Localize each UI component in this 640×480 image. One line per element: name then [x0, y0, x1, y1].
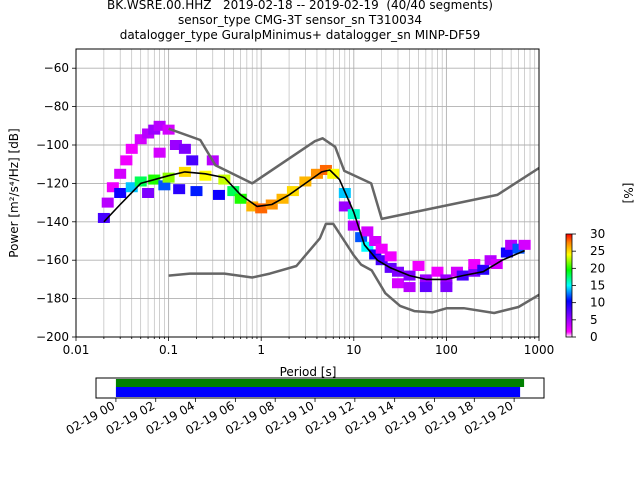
- coverage-bars: [115, 379, 525, 397]
- density-cell: [369, 249, 382, 260]
- y-tick-label: −180: [36, 292, 69, 306]
- noise-models: [168, 127, 539, 315]
- density-cell: [431, 266, 444, 277]
- title-line-2: sensor_type CMG-3T sensor_sn T310034: [177, 13, 423, 27]
- density-cell: [403, 282, 416, 293]
- density-cell: [419, 282, 432, 293]
- density-cell: [199, 170, 212, 181]
- y-tick-label: −100: [36, 138, 69, 152]
- x-tick-label: 10: [346, 343, 361, 357]
- density-cell: [101, 197, 114, 208]
- x-tick-label: 100: [435, 343, 458, 357]
- density-cell: [484, 255, 497, 266]
- colorbar-tick-label: 20: [590, 261, 605, 275]
- colorbar-tick-label: 5: [590, 313, 598, 327]
- density-cell: [114, 188, 127, 198]
- x-tick-label: 1: [257, 343, 265, 357]
- density-cell: [234, 193, 247, 204]
- density-cell: [440, 282, 453, 293]
- title-line-1: BK.WSRE.00.HHZ 2019-02-18 -- 2019-02-19 …: [107, 0, 493, 12]
- mean-curve: [103, 169, 526, 281]
- noise-model-low: [168, 222, 539, 315]
- density-cell: [518, 239, 531, 250]
- density-cell: [173, 184, 186, 195]
- density-cell: [375, 255, 388, 266]
- colorbar-label: [%]: [621, 183, 635, 204]
- density-cell: [505, 239, 518, 250]
- plot-frame: [75, 48, 540, 338]
- density-cell: [153, 120, 166, 131]
- y-tick-label: −60: [44, 61, 69, 75]
- y-axis: −200 −180 −160 −140 −120 −100 −80 −60: [36, 61, 76, 344]
- density-cell: [338, 201, 351, 212]
- x-tick-label: 1000: [524, 343, 555, 357]
- x-axis: 0.01 0.1 1 10 100 1000: [63, 337, 555, 357]
- density-cell: [125, 143, 138, 154]
- density-cell: [162, 172, 175, 183]
- density-cell: [169, 140, 182, 150]
- density-cell: [310, 168, 323, 179]
- density-cell: [212, 189, 225, 200]
- colorbar-ticks: 0 5 10 15 20 25 30: [572, 227, 605, 344]
- density-cell: [512, 243, 525, 254]
- colorbar: [565, 233, 573, 338]
- density-cell: [218, 174, 231, 185]
- density-cell: [384, 251, 397, 262]
- y-tick-label: −200: [36, 330, 69, 344]
- x-tick-label: 0.01: [63, 343, 90, 357]
- density-cell: [361, 226, 374, 237]
- density-cell: [361, 241, 374, 252]
- density-cell: [142, 128, 155, 139]
- density-cells: [97, 120, 531, 293]
- coverage-bar-blue: [115, 387, 521, 397]
- y-tick-label: −80: [44, 100, 69, 114]
- density-cell: [153, 147, 166, 158]
- density-cell: [412, 260, 425, 271]
- density-cell: [97, 212, 110, 223]
- coverage-bar-green: [115, 379, 525, 387]
- colorbar-tick-label: 10: [590, 296, 605, 310]
- x-axis-label: Period [s]: [280, 365, 337, 379]
- colorbar-tick-label: 0: [590, 330, 598, 344]
- density-cell: [190, 186, 203, 197]
- density-cell: [477, 264, 490, 275]
- density-cell: [468, 266, 481, 277]
- colorbar-tick-label: 30: [590, 227, 605, 241]
- y-tick-label: −160: [36, 253, 69, 267]
- density-cell: [106, 182, 119, 193]
- colorbar-tick-label: 25: [590, 244, 605, 258]
- density-cell: [125, 182, 138, 193]
- title-line-3: datalogger_type GuralpMinimus+ datalogge…: [119, 28, 481, 42]
- noise-model-high: [168, 127, 539, 221]
- density-cell: [158, 180, 171, 191]
- density-cell: [120, 155, 133, 166]
- colorbar-tick-label: 15: [590, 279, 605, 293]
- density-cell: [227, 186, 240, 197]
- density-cell: [186, 155, 199, 166]
- y-tick-label: −140: [36, 215, 69, 229]
- density-cell: [255, 203, 268, 214]
- density-cell: [375, 243, 388, 254]
- density-cell: [299, 176, 312, 187]
- density-cell: [134, 134, 147, 145]
- density-cell: [391, 278, 404, 289]
- density-cell: [114, 168, 127, 179]
- x-tick-label: 0.1: [159, 343, 178, 357]
- density-cell: [286, 186, 299, 197]
- density-cell: [468, 259, 481, 270]
- density-cell: [347, 220, 360, 231]
- density-cell: [142, 188, 155, 198]
- density-cell: [500, 247, 513, 258]
- mean-curve-layer: [103, 169, 526, 281]
- density-cell: [178, 143, 191, 154]
- density-cell: [369, 236, 382, 246]
- density-cell: [246, 201, 259, 212]
- density-cell: [134, 176, 147, 187]
- y-axis-label: Power [m²/s⁴/Hz] [dB]: [7, 128, 21, 257]
- density-cell: [319, 164, 332, 175]
- y-tick-label: −120: [36, 176, 69, 190]
